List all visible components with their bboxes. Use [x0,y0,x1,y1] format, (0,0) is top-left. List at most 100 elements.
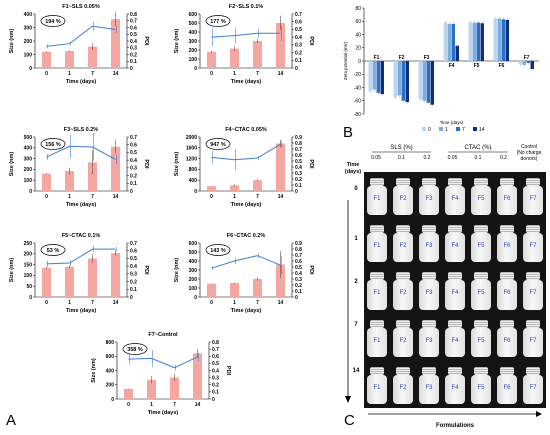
y-tick-label: 200 [24,39,33,45]
y2-tick-label: 0 [295,189,298,195]
x-tick-label: 1 [150,402,153,408]
bottle-cap [396,319,410,328]
concentration-label: 0.05 [371,155,381,161]
zeta-category-label: F4 [449,63,455,69]
sample-bottle: F5 [471,272,491,310]
time-row-label: 2 [354,279,358,285]
y-axis-label: Size (nm) [174,258,180,283]
bottle-cap [448,178,462,186]
percent-badge [205,15,231,27]
y-tick-label: 0 [194,189,197,195]
bottle-cap [370,225,384,234]
sample-bottle: F7 [523,272,543,310]
bottle-cap [500,225,514,234]
y2-tick-label: 0.7 [295,253,302,259]
y-tick-label: 400 [24,12,33,18]
control-header: donors) [521,156,538,162]
x-axis-label: Time (days) [66,308,97,314]
bottle-cap [422,225,436,234]
y-axis-label: Size (nm) [174,152,180,177]
pdi-line [211,255,281,269]
x-tick-label: 1 [233,300,236,306]
y2-tick-label: 0.8 [212,340,219,346]
bottle-cap [422,319,436,328]
bottle-label: F2 [399,290,407,297]
y2-tick-label: 0.8 [130,12,137,18]
time-row-label: 0 [354,186,358,192]
concentration-label: 0.1 [475,155,482,161]
y-tick-label: 800 [189,167,198,173]
bottle-body: F4 [445,374,465,404]
bottle-body: F4 [445,280,465,310]
bottle-cap [526,319,540,328]
y2-tick-label: 0.1 [212,390,219,396]
control-header: Control [521,144,537,150]
percent-badge [205,138,231,150]
pdi-line [46,145,116,160]
sample-bottle: F4 [445,225,465,263]
sample-bottle: F2 [393,319,413,357]
sample-bottle: F6 [497,225,517,263]
bottle-label: F5 [477,337,485,344]
y2-tick-label: 0.5 [295,159,302,165]
y-axis-label: Size (nm) [9,29,15,54]
bottle-cap [448,225,462,234]
zeta-bar [422,61,426,101]
size-bar [170,377,179,399]
bottle-label: F7 [529,337,537,344]
size-bar [207,283,216,297]
bottle-label: F5 [477,290,485,297]
x-tick-label: 0 [210,300,213,306]
zeta-category-label: F3 [424,55,430,61]
legend-label: 0 [428,127,431,133]
y-tick-label: 1600 [186,146,197,152]
bottle-cap [448,319,462,328]
y2-tick-label: 0.3 [212,375,219,381]
bottle-label: F4 [451,384,459,391]
bottle-cap [422,366,436,375]
x-tick-label: 7 [173,402,176,408]
bottle-body: F2 [393,186,413,216]
zeta-bar-chart: 80 60 40 20 0 -20 -40 -60 -80 Zeta potential (mV)… [343,6,539,133]
sample-bottle: F5 [471,178,491,216]
zeta-y-tick-label: 60 [355,19,361,25]
y-tick-label: 1200 [186,156,197,162]
y-tick-label: 400 [189,178,198,184]
y2-tick-label: 0.7 [130,241,137,247]
y2-tick-label: 0.5 [130,256,137,262]
y2-tick-label: 0.7 [130,19,137,25]
bottle-label: F6 [503,337,511,344]
zeta-bar [451,23,455,61]
y-tick-label: 100 [24,178,33,184]
bottle-label: F2 [399,337,407,344]
zeta-bar [526,61,530,63]
zeta-chart: 80 60 40 20 0 -20 -40 -60 -80 Zeta potential (mV)… [343,6,539,133]
x-tick-label: 1 [68,300,71,306]
y-tick-label: 300 [24,156,33,162]
y2-tick-label: 0 [212,397,215,403]
y-tick-label: 500 [24,135,33,141]
bottle-label: F1 [373,243,381,250]
bottle-cap [474,366,488,375]
y2-tick-label: 0.8 [295,141,302,147]
zeta-bar [472,22,476,61]
pdi-line [46,25,116,47]
y-tick-label: 0 [111,397,114,403]
percent-badge-text: 143 % [210,248,226,254]
x-tick-label: 0 [45,71,48,77]
legend-label: 7 [462,127,465,133]
y2-tick-label: 0.1 [130,181,137,187]
bottle-body: F6 [497,374,517,404]
zeta-bar [418,61,422,100]
bottle-body: F7 [523,374,543,404]
y2-tick-label: 0.2 [130,52,137,58]
bottle-body: F6 [497,327,517,357]
sample-bottle: F2 [393,178,413,216]
concentration-label: 0.05 [448,155,458,161]
y2-tick-label: 0.6 [130,249,137,255]
size-bar [253,180,262,191]
bottle-label: F5 [477,384,485,391]
zeta-bar [493,18,497,62]
